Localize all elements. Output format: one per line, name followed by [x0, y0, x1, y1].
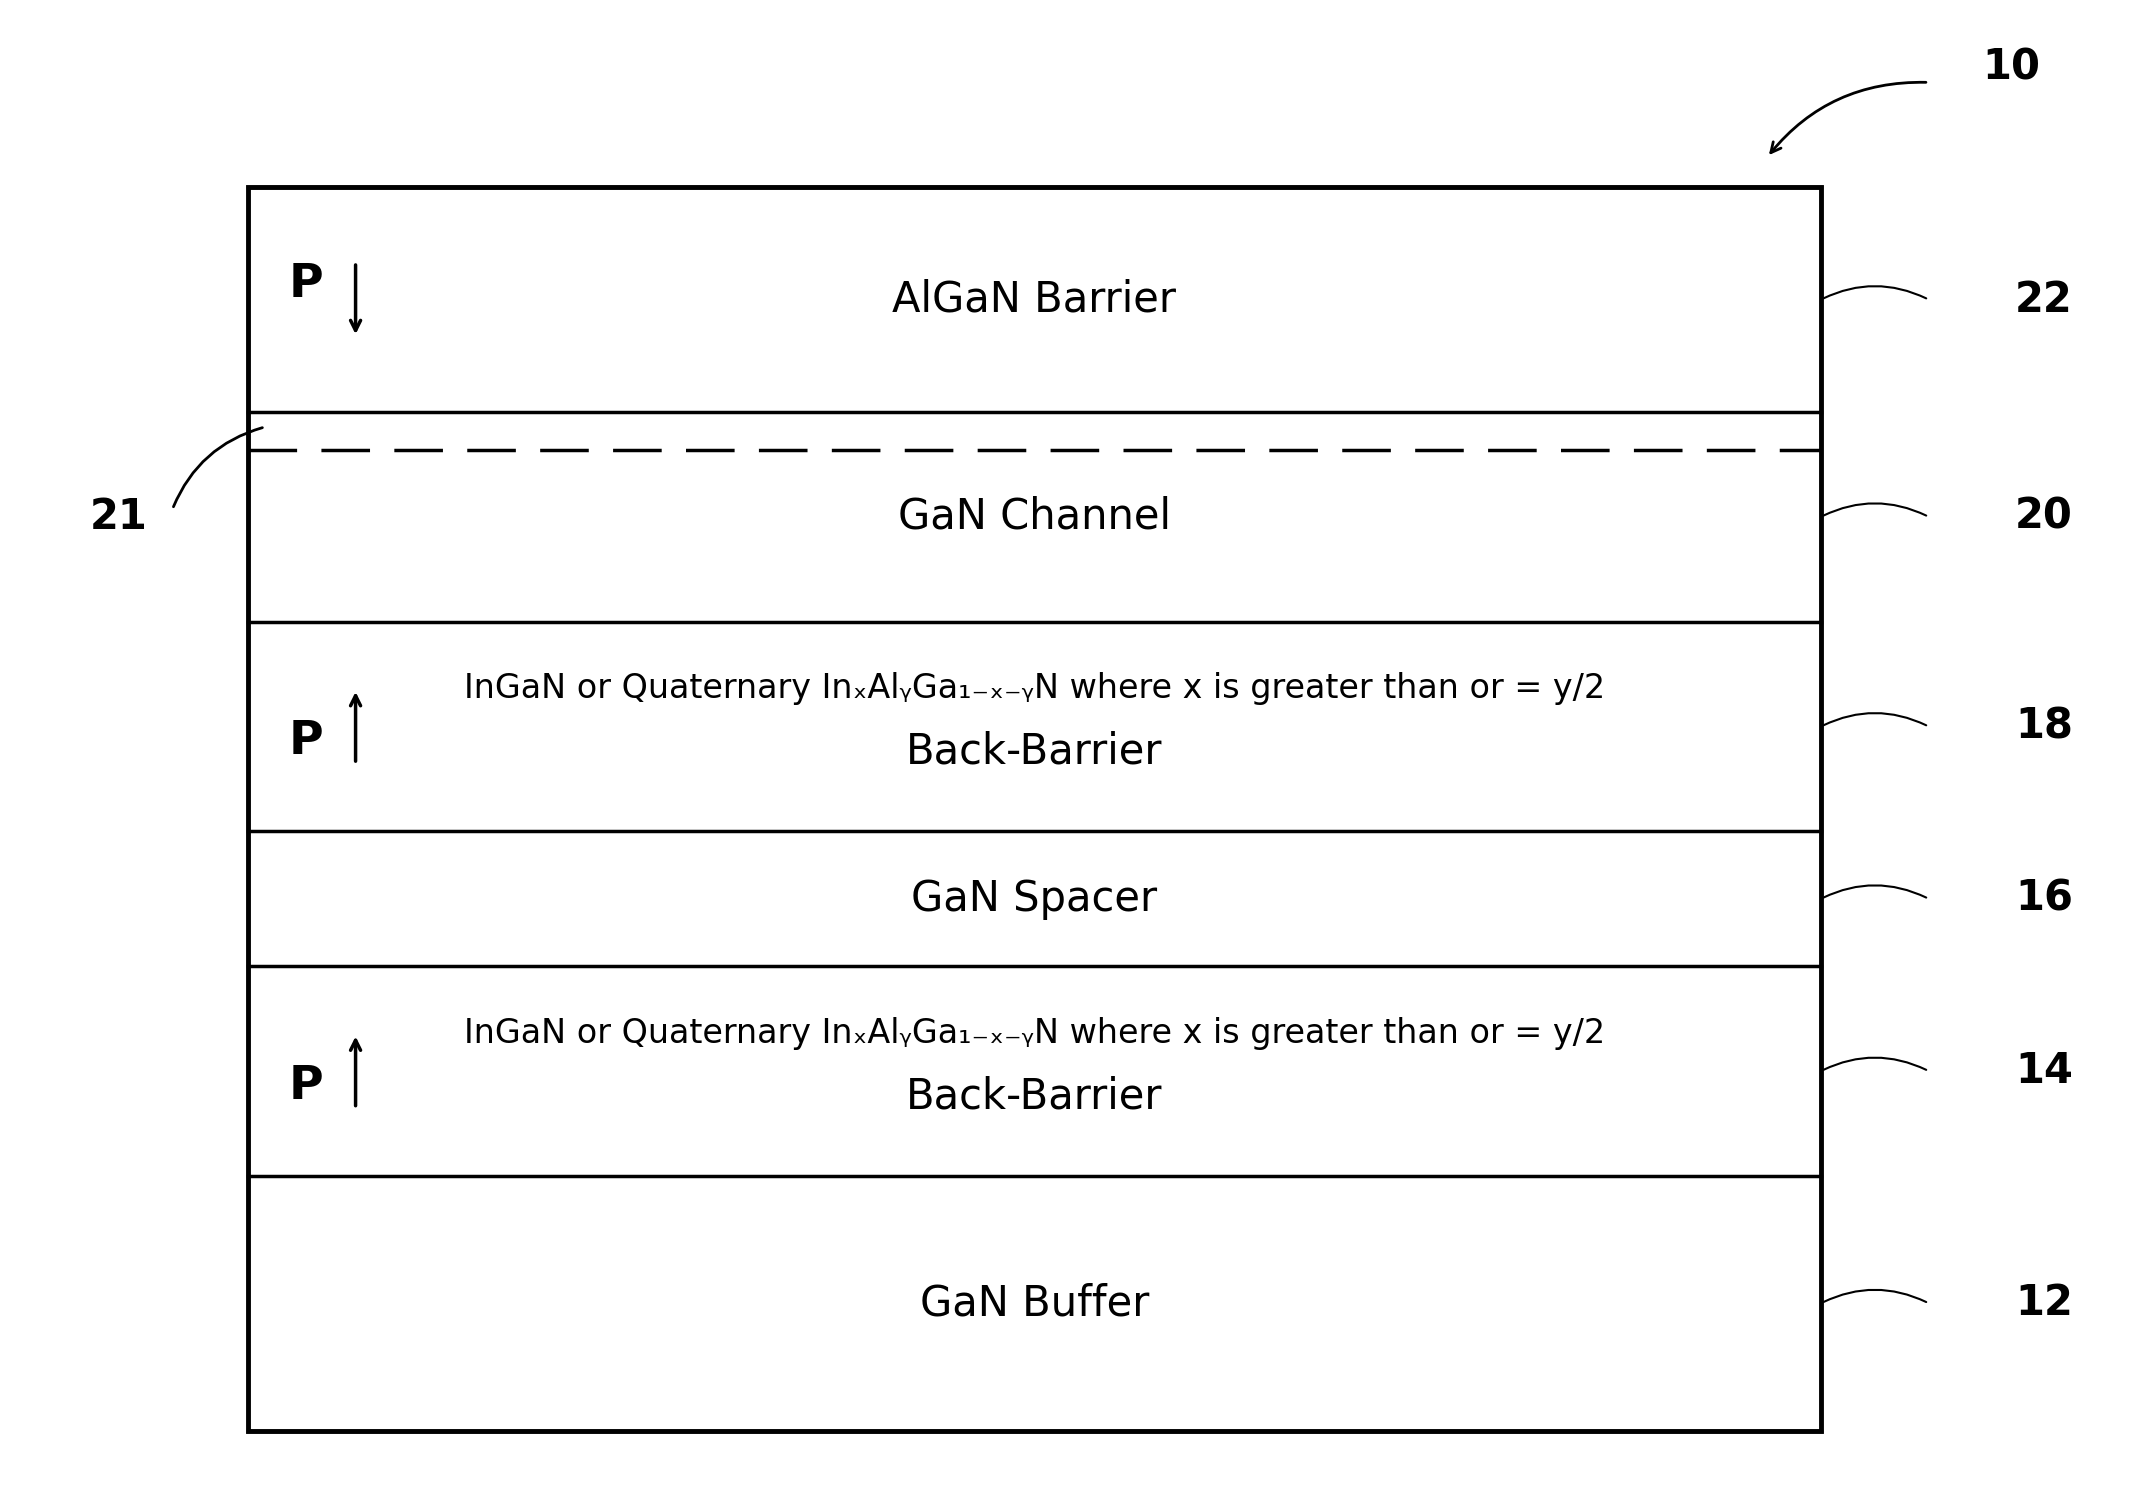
Text: InGaN or Quaternary InₓAlᵧGa₁₋ₓ₋ᵧN where x is greater than or = y/2: InGaN or Quaternary InₓAlᵧGa₁₋ₓ₋ᵧN where…: [463, 1017, 1605, 1050]
Text: InGaN or Quaternary InₓAlᵧGa₁₋ₓ₋ᵧN where x is greater than or = y/2: InGaN or Quaternary InₓAlᵧGa₁₋ₓ₋ᵧN where…: [463, 673, 1605, 706]
Text: P: P: [289, 1064, 323, 1109]
Bar: [248, 187, 1821, 1431]
Text: 14: 14: [2015, 1050, 2073, 1092]
Text: 18: 18: [2015, 706, 2073, 748]
Text: GaN Buffer: GaN Buffer: [920, 1282, 1149, 1324]
Text: AlGaN Barrier: AlGaN Barrier: [892, 279, 1177, 321]
Text: Back-Barrier: Back-Barrier: [905, 731, 1164, 773]
Text: GaN Channel: GaN Channel: [899, 496, 1170, 538]
Text: 12: 12: [2015, 1282, 2073, 1324]
Text: P: P: [289, 262, 323, 307]
Text: 22: 22: [2015, 279, 2073, 321]
Text: Back-Barrier: Back-Barrier: [905, 1076, 1164, 1118]
Text: 21: 21: [91, 496, 147, 538]
Text: 16: 16: [2015, 878, 2073, 920]
Text: GaN Spacer: GaN Spacer: [912, 878, 1157, 920]
Text: P: P: [289, 719, 323, 764]
Text: 10: 10: [1983, 46, 2041, 88]
Text: 20: 20: [2015, 496, 2073, 538]
